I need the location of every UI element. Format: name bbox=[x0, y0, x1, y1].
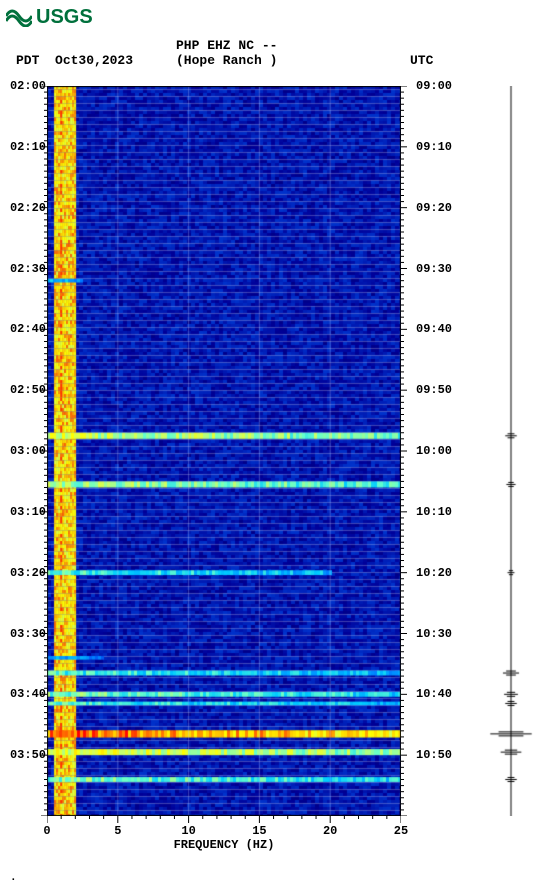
y-right-tick-label: 09:10 bbox=[416, 140, 452, 154]
station-line2: (Hope Ranch ) bbox=[176, 53, 277, 68]
x-tick-label: 0 bbox=[43, 824, 50, 838]
header-right: UTC bbox=[410, 53, 433, 68]
x-ticks bbox=[47, 816, 401, 824]
tz-left: PDT bbox=[16, 53, 39, 68]
station-line1: PHP EHZ NC -- bbox=[176, 38, 277, 53]
y-right-labels: 09:0009:1009:2009:3009:4009:5010:0010:10… bbox=[416, 86, 460, 816]
amplitude-strip bbox=[488, 86, 534, 816]
wave-icon bbox=[6, 9, 32, 27]
header-left: PDT Oct30,2023 bbox=[16, 53, 133, 68]
y-right-tick-label: 09:40 bbox=[416, 322, 452, 336]
x-tick-label: 15 bbox=[252, 824, 266, 838]
y-right-ticks bbox=[401, 86, 407, 816]
tz-right: UTC bbox=[410, 53, 433, 68]
header-center: PHP EHZ NC -- (Hope Ranch ) bbox=[176, 38, 277, 68]
y-right-tick-label: 10:50 bbox=[416, 748, 452, 762]
logo-text: USGS bbox=[36, 6, 93, 29]
date-left: Oct30,2023 bbox=[55, 53, 133, 68]
y-right-tick-label: 10:30 bbox=[416, 627, 452, 641]
y-right-tick-label: 09:20 bbox=[416, 201, 452, 215]
y-right-tick-label: 10:00 bbox=[416, 444, 452, 458]
y-right-tick-label: 09:30 bbox=[416, 262, 452, 276]
y-left-ticks bbox=[41, 86, 47, 816]
y-right-tick-label: 10:20 bbox=[416, 566, 452, 580]
y-right-tick-label: 09:50 bbox=[416, 383, 452, 397]
corner-char: . bbox=[10, 872, 17, 884]
spectrogram-canvas bbox=[47, 86, 401, 816]
y-left-labels: 02:0002:1002:2002:3002:4002:5003:0003:10… bbox=[6, 86, 46, 816]
x-tick-label: 25 bbox=[394, 824, 408, 838]
x-axis-title: FREQUENCY (HZ) bbox=[47, 838, 401, 852]
y-right-tick-label: 09:00 bbox=[416, 79, 452, 93]
x-tick-label: 10 bbox=[181, 824, 195, 838]
x-tick-label: 5 bbox=[114, 824, 121, 838]
x-tick-label: 20 bbox=[323, 824, 337, 838]
y-right-tick-label: 10:10 bbox=[416, 505, 452, 519]
usgs-logo: USGS bbox=[6, 6, 93, 29]
y-right-tick-label: 10:40 bbox=[416, 687, 452, 701]
